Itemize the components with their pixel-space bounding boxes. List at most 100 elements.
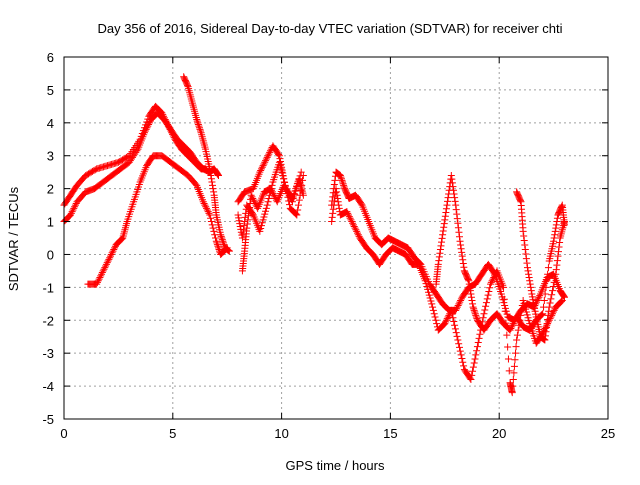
data-point bbox=[465, 277, 473, 285]
data-point bbox=[429, 306, 437, 314]
data-point bbox=[513, 336, 521, 344]
data-point bbox=[279, 172, 287, 180]
data-point bbox=[436, 249, 444, 257]
data-point bbox=[519, 227, 527, 235]
data-point bbox=[553, 218, 561, 226]
x-tick-label: 20 bbox=[492, 426, 506, 441]
data-point bbox=[526, 277, 534, 285]
y-axis-label: SDTVAR / TECUs bbox=[6, 186, 21, 291]
data-point bbox=[451, 321, 459, 329]
data-point bbox=[167, 127, 175, 135]
data-point bbox=[262, 155, 270, 163]
data-point bbox=[194, 120, 202, 128]
data-point bbox=[265, 150, 273, 158]
data-point bbox=[200, 199, 208, 207]
data-point bbox=[208, 221, 216, 229]
data-point bbox=[193, 117, 201, 125]
data-point bbox=[442, 316, 450, 324]
x-axis-label: GPS time / hours bbox=[286, 458, 385, 473]
data-point bbox=[245, 208, 253, 216]
data-point bbox=[257, 165, 265, 173]
series-track-6 bbox=[234, 142, 307, 219]
data-point bbox=[353, 229, 361, 237]
y-tick-label: 3 bbox=[47, 149, 54, 164]
data-point bbox=[69, 206, 77, 214]
data-point bbox=[514, 326, 522, 334]
series-track-2 bbox=[60, 102, 209, 209]
data-point bbox=[524, 314, 532, 322]
data-point bbox=[476, 330, 484, 338]
data-point bbox=[442, 318, 450, 326]
data-point bbox=[333, 191, 341, 199]
data-point bbox=[107, 250, 115, 258]
data-point bbox=[236, 220, 244, 228]
data-point bbox=[560, 218, 568, 226]
data-point bbox=[278, 163, 286, 171]
data-point bbox=[433, 320, 441, 328]
data-point bbox=[137, 132, 145, 140]
data-point bbox=[554, 248, 562, 256]
data-point bbox=[540, 297, 548, 305]
data-point bbox=[295, 176, 303, 184]
data-point bbox=[486, 280, 494, 288]
data-point bbox=[458, 252, 466, 260]
data-point bbox=[527, 287, 535, 295]
data-point bbox=[470, 306, 478, 314]
data-point bbox=[450, 318, 458, 326]
data-point bbox=[248, 210, 256, 218]
data-point bbox=[455, 233, 463, 241]
data-point bbox=[169, 130, 177, 138]
data-point bbox=[509, 321, 517, 329]
data-point bbox=[445, 311, 453, 319]
data-point bbox=[474, 338, 482, 346]
data-point bbox=[544, 270, 552, 278]
data-point bbox=[195, 124, 203, 132]
data-point bbox=[501, 301, 509, 309]
data-point bbox=[542, 328, 550, 336]
data-point bbox=[552, 221, 560, 229]
data-point bbox=[500, 299, 508, 307]
data-point bbox=[453, 332, 461, 340]
data-point bbox=[553, 257, 561, 265]
tick-layer: 0 5 10 15 20 25 -5 -4 -3 -2 -1 0 1 2 3 4 5 6 bbox=[42, 50, 615, 441]
data-point bbox=[536, 292, 544, 300]
data-point bbox=[551, 274, 559, 282]
data-point bbox=[98, 270, 106, 278]
data-point bbox=[215, 246, 223, 254]
data-point bbox=[238, 231, 246, 239]
data-point bbox=[457, 297, 465, 305]
data-point bbox=[235, 214, 243, 222]
y-tick-label: 5 bbox=[47, 83, 54, 98]
y-tick-label: -3 bbox=[42, 346, 54, 361]
data-point bbox=[543, 320, 551, 328]
data-point bbox=[203, 204, 211, 212]
y-tick-label: -2 bbox=[42, 313, 54, 328]
data-point bbox=[456, 347, 464, 355]
data-point bbox=[544, 311, 552, 319]
data-point bbox=[161, 116, 169, 124]
data-point bbox=[473, 315, 481, 323]
data-point bbox=[439, 231, 447, 239]
data-point bbox=[504, 343, 512, 351]
data-point bbox=[456, 237, 464, 245]
data-point bbox=[508, 323, 516, 331]
data-point bbox=[294, 179, 302, 187]
grid-layer bbox=[64, 57, 608, 419]
x-tick-label: 5 bbox=[169, 426, 176, 441]
data-point bbox=[169, 132, 177, 140]
data-point bbox=[448, 310, 456, 318]
data-point bbox=[329, 205, 337, 213]
data-point bbox=[268, 186, 276, 194]
data-point bbox=[556, 239, 564, 247]
data-point bbox=[442, 208, 450, 216]
data-point bbox=[246, 204, 254, 212]
data-point bbox=[500, 283, 508, 291]
data-point bbox=[158, 109, 166, 117]
data-point bbox=[212, 237, 220, 245]
data-point bbox=[545, 307, 553, 315]
data-point bbox=[460, 263, 468, 271]
y-tick-label: -1 bbox=[42, 280, 54, 295]
data-point bbox=[535, 293, 543, 301]
data-point bbox=[263, 201, 271, 209]
